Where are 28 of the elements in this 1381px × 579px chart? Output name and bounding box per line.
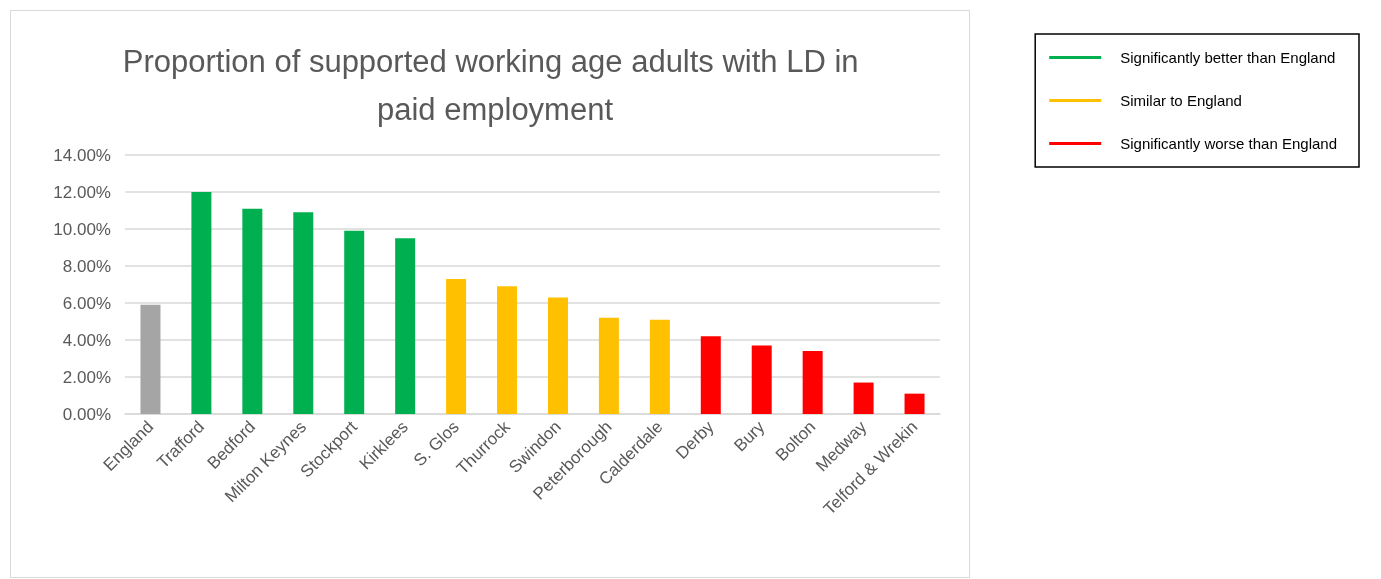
legend-label: Significantly worse than England (1120, 135, 1337, 152)
y-tick-label: 8.00% (62, 256, 111, 276)
bar (242, 208, 263, 414)
bar (497, 286, 518, 414)
bar (293, 212, 314, 414)
bar (904, 393, 925, 414)
y-tick-label: 2.00% (62, 367, 111, 387)
bar (140, 304, 161, 414)
bar (751, 345, 772, 414)
bar (344, 230, 365, 414)
y-tick-label: 0.00% (62, 404, 111, 424)
bar (395, 238, 416, 414)
bar (700, 336, 721, 414)
legend-label: Similar to England (1120, 92, 1242, 109)
legend-label: Significantly better than England (1120, 49, 1336, 66)
bar (649, 319, 670, 414)
bar (547, 297, 568, 414)
y-tick-label: 10.00% (53, 219, 111, 239)
y-tick-label: 4.00% (62, 330, 111, 350)
bar (191, 192, 212, 414)
bar (853, 382, 874, 414)
y-tick-label: 12.00% (53, 182, 111, 202)
bar (802, 351, 823, 414)
bar (446, 278, 467, 414)
y-tick-label: 6.00% (62, 293, 111, 313)
bar (598, 317, 619, 414)
y-tick-label: 14.00% (53, 145, 111, 165)
chart-title: Proportion of supported working age adults with LD in paid employment (122, 43, 868, 127)
